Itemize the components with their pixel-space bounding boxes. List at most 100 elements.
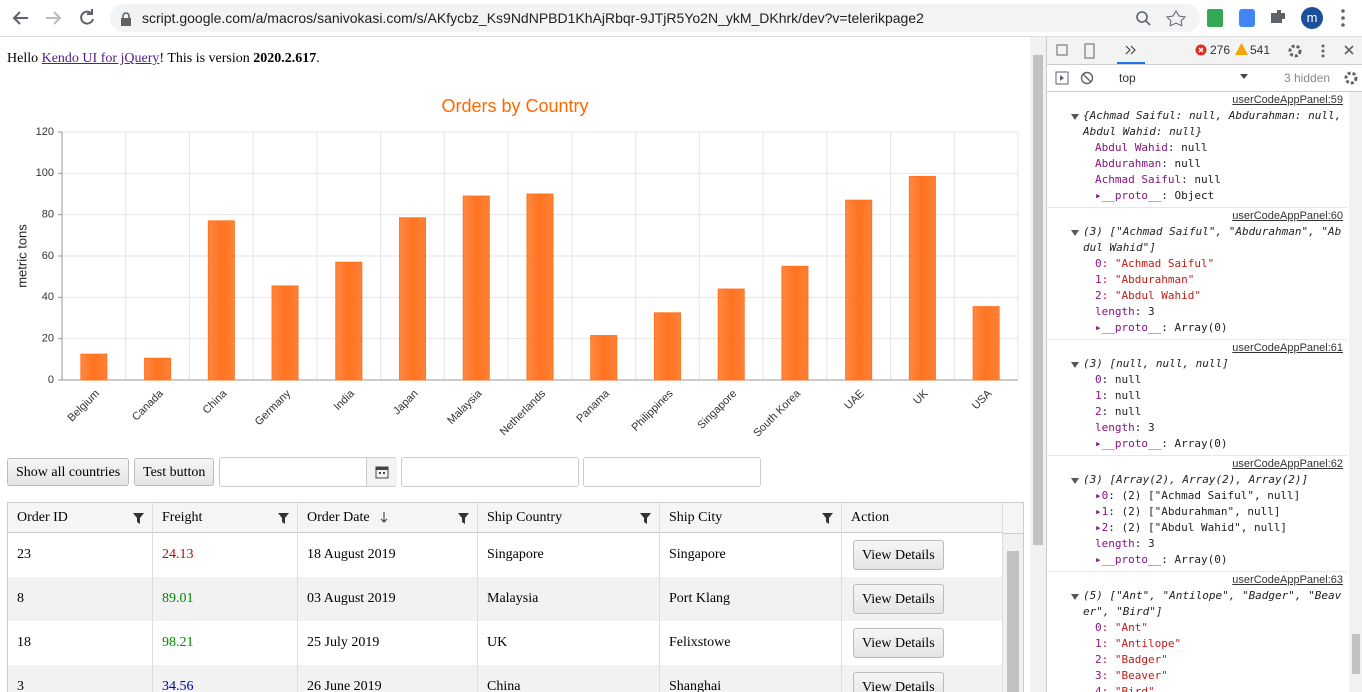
console-icons[interactable] [1055,71,1095,85]
x-tick-label: China [201,387,230,416]
cell: Malaysia [478,577,660,621]
filter-icon[interactable] [133,513,145,524]
triangle [1071,478,1079,484]
cell: 25 July 2019 [298,621,478,665]
scroll-thumb[interactable] [1352,634,1360,674]
column-header[interactable]: Ship Country [478,503,660,533]
log-summary: (3) [Array(2), Array(2), Array(2)] [1083,473,1309,486]
header-text: Order Date [307,510,370,525]
source-link[interactable]: userCodeAppPanel:63 [1232,574,1343,586]
view-details-button[interactable]: View Details [853,672,944,692]
source-link[interactable]: userCodeAppPanel:59 [1232,94,1343,106]
greeting: Hello Kendo UI for jQuery! This is versi… [7,51,320,67]
kendo-link[interactable]: Kendo UI for jQuery [41,51,160,66]
filter-icon[interactable] [278,513,290,524]
cell: 24.13 [153,533,298,577]
more-tabs[interactable] [1117,37,1145,64]
show-all-button[interactable]: Show all countries [7,458,130,486]
column-header[interactable]: Freight [153,503,298,533]
x-tick-label: Belgium [65,388,102,425]
test-button[interactable]: Test button [134,458,215,486]
text-input[interactable] [583,457,761,487]
source-link[interactable]: userCodeAppPanel:60 [1232,210,1343,222]
header-text: Ship Country [487,510,563,525]
hidden-count[interactable]: 3 hidden [1284,71,1331,85]
x-tick-label: Malaysia [445,387,485,427]
bar [781,265,809,381]
y-tick-label: 20 [42,333,54,345]
view-details-button[interactable]: View Details [853,540,944,570]
log-line: 0: "Ant" [1095,621,1148,634]
column-header[interactable]: Order Date [298,503,478,533]
devtools-icons[interactable] [1287,43,1357,59]
view-details-button[interactable]: View Details [853,584,944,614]
filter-icon[interactable] [822,513,834,524]
x-tick-label: UK [911,387,931,407]
inspect-icons[interactable] [1055,42,1125,60]
nav-buttons[interactable] [0,0,110,36]
column-header[interactable]: Ship City [660,503,842,533]
menu-icon[interactable] [1340,8,1346,28]
error-count[interactable]: 276 [1210,43,1231,57]
cell: UK [478,621,660,665]
source-link[interactable]: userCodeAppPanel:61 [1232,342,1343,354]
cell: Singapore [478,533,660,577]
triangle [1071,114,1079,120]
bar [144,357,172,381]
chart: Orders by Country metric tons 0 20 40 60 80 1… [14,96,1019,439]
console-log: userCodeAppPanel:59 {Achmad Saiful: null,… [1047,92,1347,692]
scroll-thumb[interactable] [1007,551,1019,692]
cell: Port Klang [660,577,842,621]
cell [842,533,1003,577]
greeting-text: ! This is version [159,51,250,66]
cell [842,665,1003,692]
bar [462,195,490,381]
column-header[interactable]: Order ID [8,503,153,533]
log-line: ▸__proto__: Array(0) [1095,553,1228,566]
x-tick-label: Panama [574,387,612,425]
browser-toolbar: script.google.com/a/macros/sanivokasi.co… [0,0,1362,37]
filter-icon[interactable] [458,513,470,524]
warning-count[interactable]: 541 [1250,43,1271,57]
bar [590,335,618,381]
view-details-button[interactable]: View Details [853,628,944,658]
log-line: 1: null [1095,389,1142,402]
funnel [458,513,469,524]
header-text: Order ID [17,510,68,525]
filter-icon[interactable] [640,513,652,524]
context-select[interactable]: top [1119,71,1136,85]
y-tick-label: 120 [36,126,54,138]
log-summary: (5) ["Ant", "Antilope", "Badger", "Beave… [1083,589,1342,618]
source-link[interactable]: userCodeAppPanel:62 [1232,458,1343,470]
row-bg [8,533,1003,577]
settings-icon[interactable] [1343,70,1359,86]
expand-arrow [1071,594,1079,600]
cell [842,621,1003,665]
log-line: length: 3 [1095,421,1155,434]
warning-icon [1235,43,1248,55]
devtools: 276 541 top 3 hidden userCodeAppPanel:59… [1046,37,1362,692]
extension-icons[interactable] [1205,7,1305,29]
scroll-thumb[interactable] [1033,55,1043,545]
cell: Shanghai [660,665,842,692]
date-picker[interactable] [219,457,397,487]
x-tick-label: Germany [253,387,294,428]
log-line: length: 3 [1095,305,1155,318]
address-bar[interactable]: script.google.com/a/macros/sanivokasi.co… [110,4,1200,32]
header-text: Freight [162,510,203,525]
page-scrollbar [1030,37,1046,692]
text-input[interactable] [401,457,579,487]
column-header[interactable]: Action [842,503,1003,533]
cell: 03 August 2019 [298,577,478,621]
log-line: ▸__proto__: Array(0) [1095,321,1228,334]
funnel [133,513,144,524]
web-page: Hello Kendo UI for jQuery! This is versi… [0,37,1030,692]
log-summary: (3) ["Achmad Saiful", "Abdurahman", "Abd… [1083,225,1342,254]
address-icons[interactable] [1135,10,1195,26]
bar [653,312,681,381]
cell: 89.01 [153,577,298,621]
avatar[interactable]: m [1301,7,1323,29]
cell: 98.21 [153,621,298,665]
calendar-button[interactable] [366,458,397,486]
log-line: ▸__proto__: Object [1095,189,1215,202]
